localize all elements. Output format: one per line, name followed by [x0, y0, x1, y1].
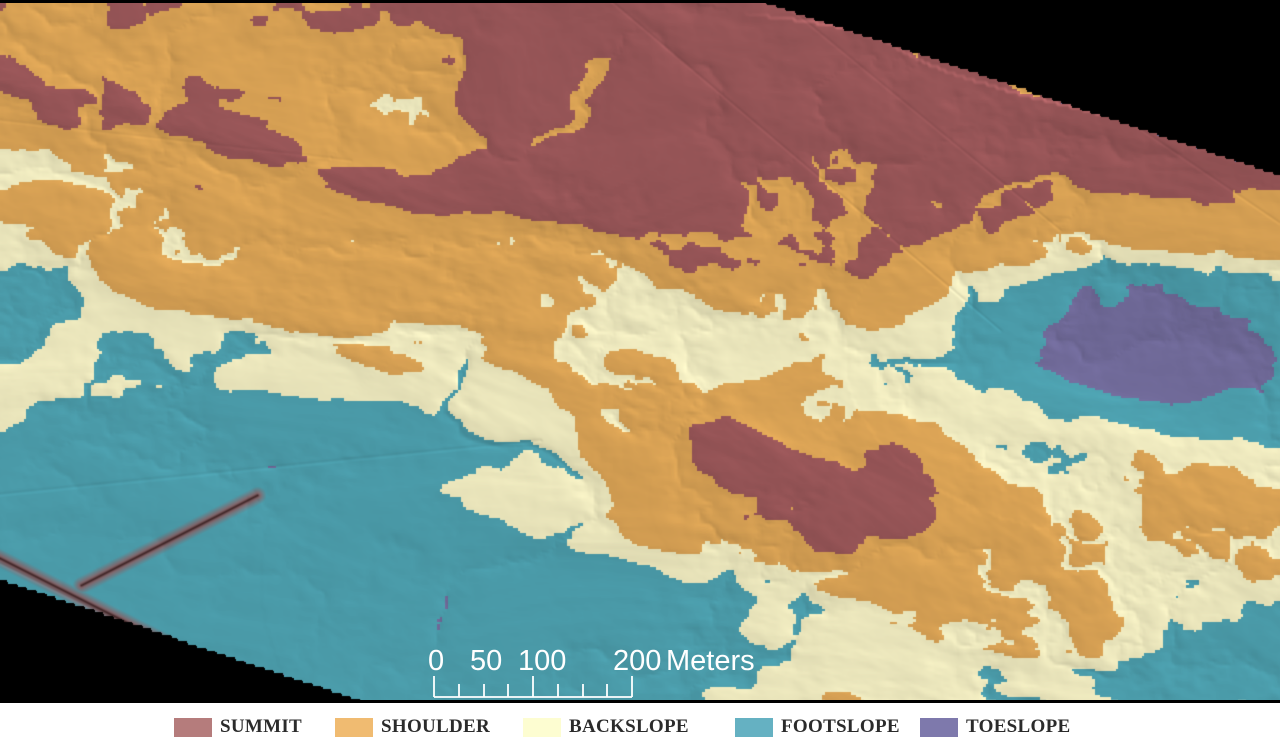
svg-text:Meters: Meters — [666, 645, 755, 677]
svg-text:100: 100 — [518, 645, 566, 677]
svg-text:50: 50 — [470, 645, 502, 677]
svg-text:200: 200 — [613, 645, 661, 677]
svg-text:0: 0 — [428, 645, 444, 677]
